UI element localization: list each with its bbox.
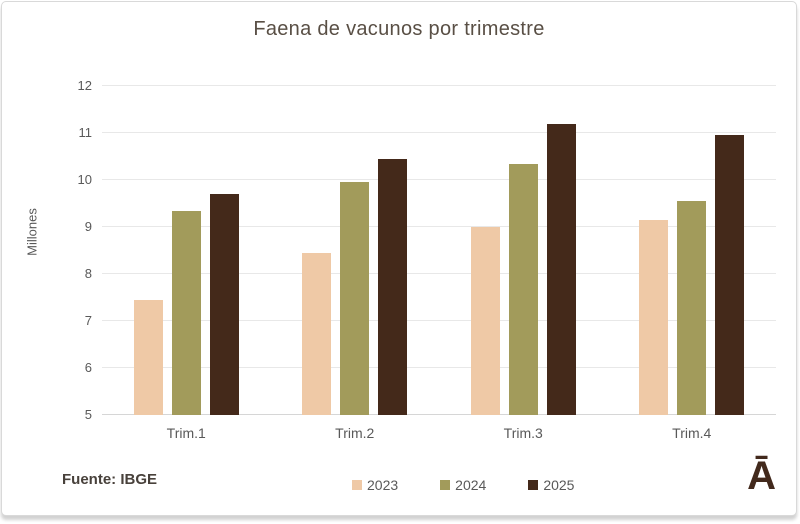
bar-2023-Trim.3 — [470, 227, 500, 415]
legend-item-2024: 2024 — [440, 477, 486, 493]
legend-swatch-2023 — [352, 480, 362, 490]
y-tick-10: 10 — [77, 172, 92, 187]
legend-item-2025: 2025 — [528, 477, 574, 493]
y-tick-11: 11 — [78, 125, 93, 140]
bar-2024-Trim.4 — [677, 201, 707, 415]
source-note: Fuente: IBGE — [62, 471, 158, 488]
x-label-Trim.2: Trim.2 — [335, 425, 375, 441]
gridline-9 — [102, 226, 776, 227]
gridline-12 — [102, 85, 776, 86]
plot-area — [102, 85, 777, 415]
gridline-8 — [102, 273, 776, 274]
legend: 2023 2024 2025 — [352, 477, 574, 493]
bar-2023-Trim.1 — [133, 299, 163, 415]
y-tick-8: 8 — [84, 266, 92, 281]
legend-label-2025: 2025 — [543, 477, 575, 493]
gridline-6 — [102, 367, 776, 368]
bar-2024-Trim.3 — [508, 163, 538, 415]
y-tick-9: 9 — [84, 219, 92, 235]
chart-card: Faena de vacunos por trimestre Millones … — [1, 1, 797, 516]
gridline-7 — [102, 320, 776, 321]
bar-2023-Trim.4 — [639, 219, 669, 415]
x-label-Trim.1: Trim.1 — [166, 425, 206, 441]
legend-swatch-2025 — [528, 480, 539, 490]
x-axis-labels: Trim.1 Trim.2 Trim.3 Trim.4 — [102, 425, 776, 445]
bar-2024-Trim.2 — [340, 182, 370, 415]
x-label-Trim.4: Trim.4 — [672, 425, 712, 441]
brand-logo-icon: Ā — [747, 454, 776, 498]
bar-group-Trim.4 — [608, 86, 777, 415]
legend-swatch-2024 — [440, 480, 451, 490]
x-label-Trim.3: Trim.3 — [503, 425, 543, 441]
y-tick-7: 7 — [84, 313, 92, 329]
bar-group-Trim.3 — [439, 86, 608, 415]
gridline-5 — [102, 414, 776, 415]
chart-title: Faena de vacunos por trimestre — [253, 18, 545, 40]
y-tick-5: 5 — [84, 407, 92, 422]
bar-2025-Trim.2 — [378, 158, 408, 415]
bar-2023-Trim.2 — [302, 252, 332, 415]
legend-label-2024: 2024 — [455, 477, 487, 493]
bar-group-Trim.1 — [102, 86, 271, 415]
y-tick-6: 6 — [84, 360, 92, 376]
y-tick-12: 12 — [77, 78, 92, 93]
legend-label-2023: 2023 — [367, 477, 399, 493]
y-axis-ticks: 5 6 7 8 9 10 11 12 — [2, 78, 93, 422]
gridline-10 — [102, 179, 776, 180]
gridline-11 — [102, 132, 776, 133]
bar-2025-Trim.3 — [546, 123, 576, 415]
legend-item-2023: 2023 — [352, 477, 398, 493]
bar-2025-Trim.4 — [715, 135, 745, 415]
bar-group-Trim.2 — [271, 86, 440, 415]
bar-2024-Trim.1 — [171, 210, 201, 415]
bar-2025-Trim.1 — [209, 194, 239, 415]
